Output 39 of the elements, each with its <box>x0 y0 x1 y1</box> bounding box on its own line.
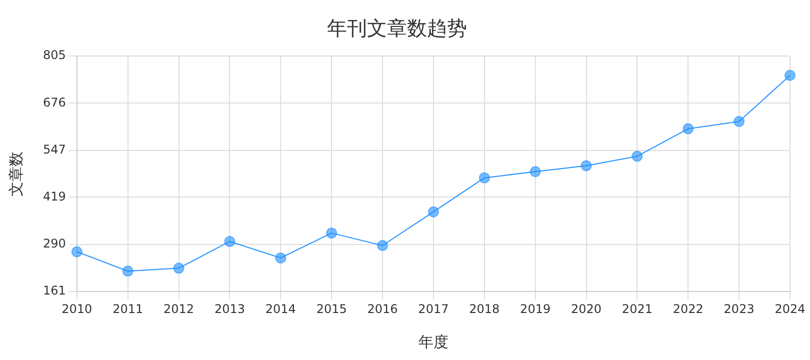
point <box>326 228 338 239</box>
x-tick-label: 2013 <box>214 302 245 316</box>
y-tick-label: 161 <box>43 284 66 298</box>
x-tick-label: 2022 <box>672 302 704 316</box>
x-tick-label: 2018 <box>469 302 500 316</box>
point <box>734 116 745 127</box>
x-tick-label: 2021 <box>622 302 652 316</box>
point <box>784 70 796 81</box>
point <box>122 266 134 277</box>
point <box>580 160 592 172</box>
point <box>428 206 439 218</box>
point <box>71 246 82 258</box>
y-tick-label: 676 <box>43 95 66 110</box>
x-tick-label: 2014 <box>265 302 296 316</box>
x-tick-label: 2016 <box>367 302 398 316</box>
y-tick-label: 419 <box>43 189 66 204</box>
point <box>478 172 490 184</box>
x-tick-label: 2020 <box>570 302 602 316</box>
point <box>530 166 541 178</box>
y-tick-label: 290 <box>43 236 66 251</box>
x-tick-label: 2023 <box>724 302 754 316</box>
y-tick-label: 547 <box>43 142 66 157</box>
y-axis-title: 文章数 <box>6 151 25 196</box>
x-tick-label: 2011 <box>112 302 144 316</box>
point <box>682 123 694 134</box>
point <box>632 150 643 162</box>
x-tick-label: 2012 <box>164 302 194 316</box>
y-tick-label: 805 <box>43 48 66 62</box>
x-tick-label: 2015 <box>316 302 347 316</box>
chart-title: 年刊文章数趋势 <box>327 16 467 40</box>
point <box>377 240 388 252</box>
x-tick-label: 2019 <box>520 302 551 316</box>
point <box>224 236 236 247</box>
x-axis-title: 年度 <box>418 332 448 351</box>
point <box>173 262 184 274</box>
x-tick-label: 2010 <box>62 302 92 316</box>
x-tick-label: 2017 <box>418 302 449 316</box>
x-tick-label: 2024 <box>774 302 806 316</box>
point <box>275 252 286 264</box>
